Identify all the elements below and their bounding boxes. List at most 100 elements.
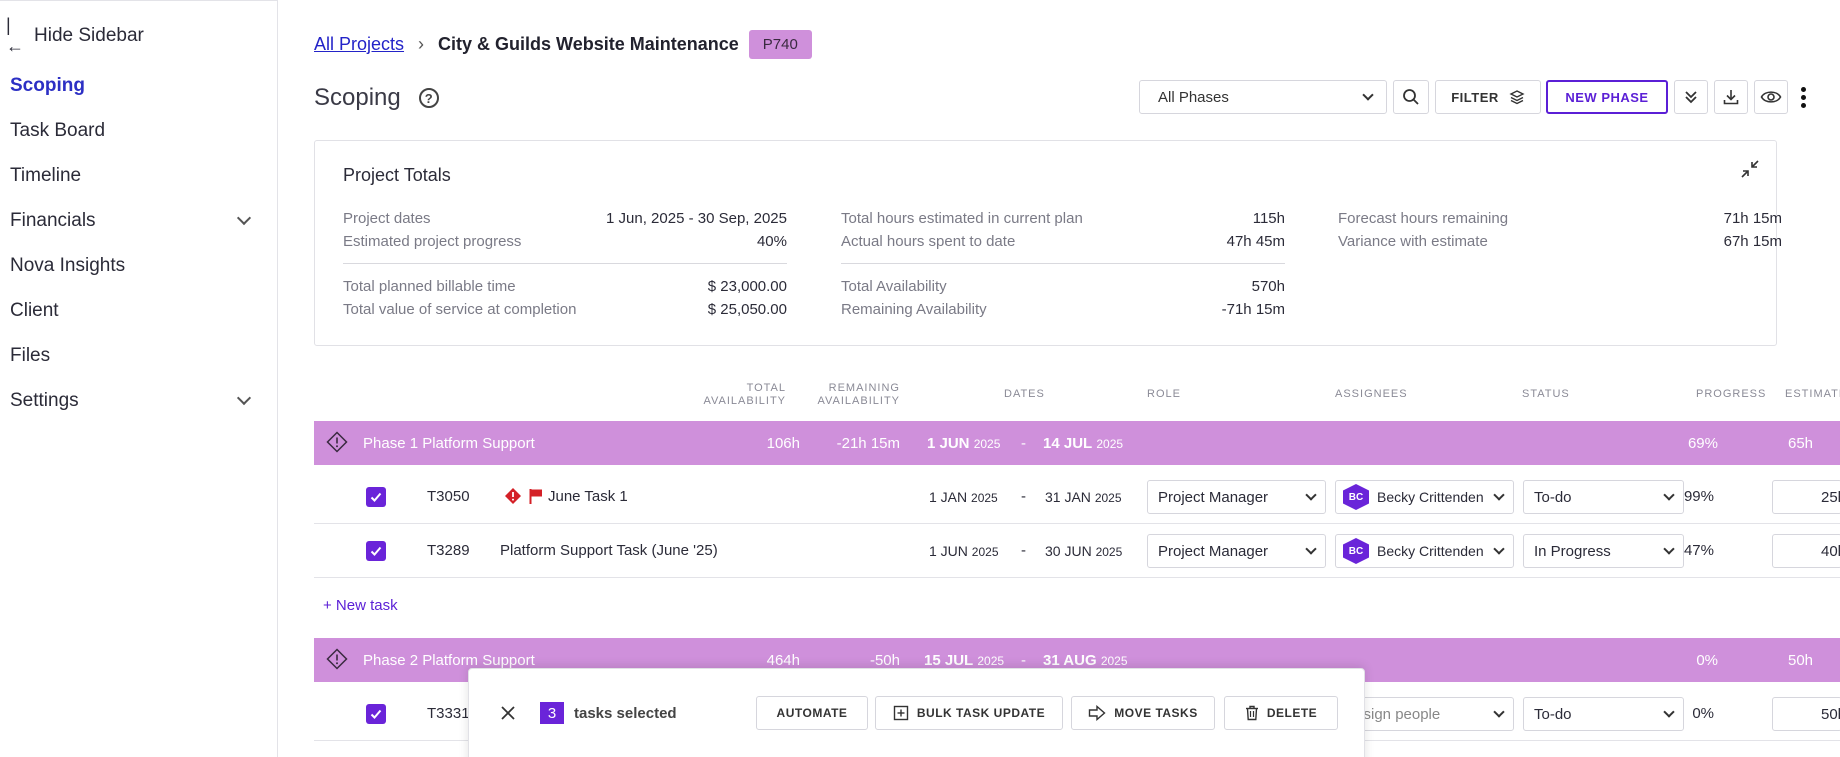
expand-all-button[interactable] — [1674, 80, 1708, 114]
task-checkbox[interactable] — [366, 541, 386, 561]
project-name: City & Guilds Website Maintenance — [438, 34, 739, 54]
estimate-input[interactable]: 50h — [1772, 697, 1840, 731]
sidebar-item-client[interactable]: Client — [10, 288, 255, 333]
new-task-button[interactable]: + New task — [323, 597, 398, 614]
task-progress: 0% — [1692, 705, 1714, 722]
task-name[interactable]: Platform Support Task (June '25) — [500, 542, 718, 559]
chevron-down-icon — [1305, 489, 1317, 501]
phase-end-date: 14 JUL 2025 — [1043, 435, 1123, 452]
table-row[interactable]: T3050 June Task 1 1 JAN 2025 - 31 JAN 20… — [314, 470, 1840, 524]
table-row[interactable]: T3289 Platform Support Task (June '25) 1… — [314, 524, 1840, 578]
totals-row: Forecast hours remaining 71h 15m — [1338, 207, 1782, 230]
view-button[interactable] — [1754, 80, 1788, 114]
download-icon — [1723, 90, 1739, 105]
sidebar-item-nova-insights[interactable]: Nova Insights — [10, 243, 255, 288]
header-progress: PROGRESS — [1696, 388, 1767, 400]
role-value: Project Manager — [1158, 488, 1269, 506]
phase-progress: 69% — [1687, 434, 1718, 452]
bulk-task-update-button[interactable]: BULK TASK UPDATE — [875, 696, 1063, 730]
totals-label: Total planned billable time — [343, 278, 516, 295]
date-day: 31 JAN — [1045, 489, 1091, 505]
phase-row[interactable]: Phase 1 Platform Support 106h -21h 15m 1… — [314, 421, 1840, 465]
estimate-input[interactable]: 25h — [1772, 480, 1840, 514]
task-id: T3050 — [427, 488, 470, 505]
task-checkbox[interactable] — [366, 704, 386, 724]
phase-progress: 0% — [1696, 651, 1718, 669]
status-value: To-do — [1534, 488, 1572, 506]
warning-diamond-icon — [505, 488, 521, 504]
check-icon — [370, 546, 382, 556]
sidebar-item-financials[interactable]: Financials — [10, 198, 255, 243]
phase-start-date: 15 JUL 2025 — [924, 652, 1004, 669]
sidebar-item-label: Files — [10, 344, 51, 366]
date-year: 2025 — [971, 545, 999, 559]
assignee-name: Becky Crittenden — [1377, 543, 1484, 559]
assignee-select[interactable]: BC Becky Crittenden — [1335, 480, 1514, 514]
sidebar-item-files[interactable]: Files — [10, 333, 255, 378]
estimate-input[interactable]: 40h — [1772, 534, 1840, 568]
sidebar-item-label: Scoping — [10, 74, 85, 96]
close-icon[interactable] — [500, 705, 516, 721]
header-role: ROLE — [1147, 388, 1181, 400]
header-status: STATUS — [1522, 388, 1570, 400]
sidebar-nav: Scoping Task Board Timeline Financials N… — [10, 63, 255, 423]
avatar: BC — [1343, 538, 1369, 564]
role-select[interactable]: Project Manager — [1147, 534, 1326, 568]
header-total-availability: TOTAL AVAILABILITY — [700, 382, 786, 408]
totals-value: -71h 15m — [1221, 301, 1285, 318]
warning-diamond-icon — [326, 648, 348, 670]
sidebar-item-timeline[interactable]: Timeline — [10, 153, 255, 198]
warning-diamond-icon — [326, 431, 348, 453]
collapse-icon[interactable] — [1738, 157, 1762, 181]
automate-button[interactable]: AUTOMATE — [756, 696, 868, 730]
page-title: Scoping — [314, 84, 401, 111]
phase-remaining-availability: -21h 15m — [836, 434, 900, 452]
status-select[interactable]: To-do — [1523, 480, 1684, 514]
chevron-down-icon — [236, 390, 252, 406]
task-checkbox[interactable] — [366, 487, 386, 507]
totals-row: Total Availability 570h — [841, 275, 1285, 298]
breadcrumb-all-projects-link[interactable]: All Projects — [314, 34, 405, 54]
date-separator: - — [1021, 434, 1026, 452]
assignee-name: Becky Crittenden — [1377, 489, 1484, 505]
phase-total-availability: 106h — [766, 434, 800, 452]
phase-select[interactable]: All Phases — [1139, 80, 1387, 114]
collapse-left-icon: |← — [6, 15, 24, 56]
toolbar: All Phases FILTER NEW PHASE — [1139, 80, 1810, 114]
totals-row: Total planned billable time $ 23,000.00 — [343, 275, 787, 298]
chevron-down-icon — [1362, 89, 1374, 101]
download-button[interactable] — [1714, 80, 1748, 114]
project-totals-title: Project Totals — [343, 165, 451, 185]
role-select[interactable]: Project Manager — [1147, 480, 1326, 514]
totals-value: 1 Jun, 2025 - 30 Sep, 2025 — [606, 210, 787, 227]
assignee-select[interactable]: BC Becky Crittenden — [1335, 534, 1514, 568]
search-button[interactable] — [1393, 80, 1429, 114]
totals-column-2: Total hours estimated in current plan 115… — [841, 207, 1285, 321]
filter-button[interactable]: FILTER — [1435, 80, 1541, 114]
sidebar-item-settings[interactable]: Settings — [10, 378, 255, 423]
chevron-down-icon — [236, 210, 252, 226]
sidebar-item-scoping[interactable]: Scoping — [10, 63, 255, 108]
sidebar-item-label: Client — [10, 299, 59, 321]
task-name[interactable]: June Task 1 — [548, 488, 628, 505]
project-totals-card: Project Totals Project dates 1 Jun, 2025 … — [314, 140, 1782, 346]
delete-button[interactable]: DELETE — [1224, 696, 1338, 730]
estimate-value: 40h — [1821, 542, 1840, 560]
status-select[interactable]: In Progress — [1523, 534, 1684, 568]
header-dates: DATES — [1004, 388, 1045, 400]
help-icon[interactable]: ? — [418, 88, 439, 108]
task-end-date: 31 JAN 2025 — [1045, 489, 1122, 505]
totals-row: Total hours estimated in current plan 115… — [841, 207, 1285, 230]
sidebar-item-task-board[interactable]: Task Board — [10, 108, 255, 153]
totals-value: 570h — [1251, 278, 1285, 295]
totals-label: Forecast hours remaining — [1338, 210, 1509, 227]
move-tasks-button[interactable]: MOVE TASKS — [1071, 696, 1215, 730]
sidebar-item-label: Task Board — [10, 119, 106, 141]
hide-sidebar-button[interactable]: |← Hide Sidebar — [6, 15, 144, 57]
page-title-group: Scoping ? — [314, 84, 439, 112]
header-text: REMAINING — [828, 382, 900, 394]
arrow-right-icon — [1089, 705, 1106, 721]
more-options-icon[interactable] — [1796, 86, 1810, 108]
new-phase-button[interactable]: NEW PHASE — [1546, 80, 1668, 114]
status-select[interactable]: To-do — [1523, 697, 1684, 731]
